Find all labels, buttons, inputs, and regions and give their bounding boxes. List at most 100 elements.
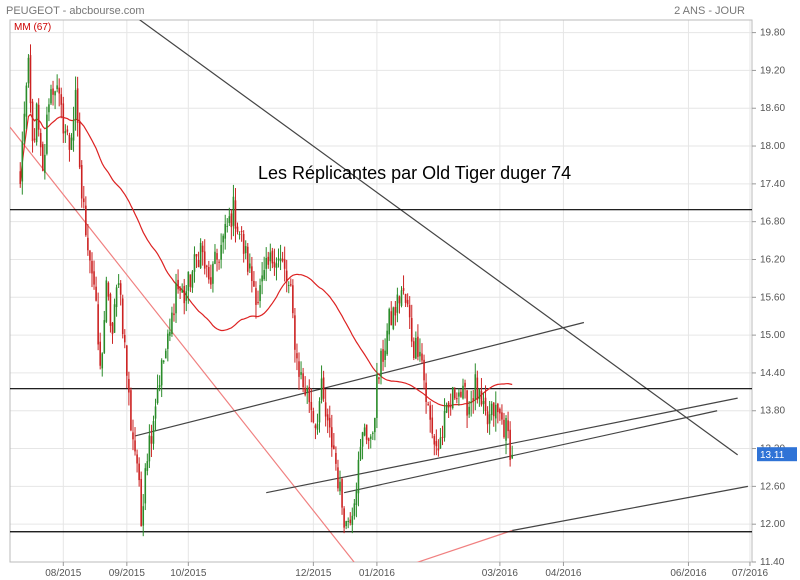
candle-body	[494, 404, 497, 419]
candle-body	[175, 283, 177, 314]
candle-body	[97, 304, 99, 345]
candle-body	[183, 286, 186, 304]
candle-body	[287, 285, 290, 287]
plot-border	[9, 19, 753, 563]
candle-body	[320, 378, 323, 401]
y-tick-label: 15.60	[760, 292, 785, 303]
candle-body	[353, 503, 356, 516]
candle-body	[54, 91, 56, 96]
candle-body	[394, 306, 397, 316]
candle-body	[58, 87, 60, 94]
candle-body	[119, 283, 122, 295]
candle-body	[37, 104, 40, 130]
candle-body	[242, 234, 245, 254]
candle-body	[290, 284, 292, 286]
candle-body	[44, 154, 46, 173]
candle-body	[218, 261, 220, 263]
moving-average-line	[19, 113, 513, 407]
candle-body	[216, 253, 218, 260]
candle-body	[501, 412, 503, 420]
candle-body	[259, 285, 261, 302]
candle-body	[31, 101, 34, 142]
candle-body	[302, 373, 304, 388]
candle-body	[91, 260, 93, 274]
candle-body	[171, 312, 173, 335]
candle-body	[95, 286, 97, 301]
y-tick-label: 19.20	[760, 65, 785, 76]
candle-body	[167, 333, 169, 349]
candle-body	[66, 129, 69, 132]
candle-body	[425, 382, 427, 402]
y-tick-label: 17.40	[760, 179, 785, 190]
candle-body	[279, 258, 282, 262]
candle-body	[372, 432, 374, 434]
x-tick-label: 01/2016	[359, 568, 396, 579]
chart-annotation: Les Réplicantes par Old Tiger duger 74	[258, 163, 571, 183]
candle-body	[82, 198, 85, 203]
candle-body	[193, 254, 196, 272]
candle-body	[400, 290, 403, 306]
candle-body	[109, 294, 112, 326]
candle-body	[238, 234, 241, 236]
candle-body	[410, 318, 413, 342]
candle-body	[374, 418, 376, 433]
last-price-tag: 13.11	[757, 447, 797, 462]
candle-body	[486, 411, 489, 425]
candle-body	[244, 246, 247, 254]
chart-source-title: PEUGEOT - abcbourse.com	[6, 5, 145, 17]
candle-body	[48, 104, 50, 113]
candle-body	[115, 287, 118, 308]
candle-body	[314, 425, 317, 429]
candle-body	[234, 200, 237, 229]
candle-body	[312, 411, 315, 423]
last-price-background	[757, 447, 797, 462]
candle-body	[236, 226, 239, 233]
candle-body	[74, 90, 77, 120]
candle-body	[326, 414, 329, 421]
candle-body	[134, 440, 136, 452]
candles	[19, 44, 513, 537]
candle-body	[419, 351, 421, 357]
candle-body	[492, 402, 495, 417]
candle-body	[50, 89, 52, 104]
candle-body	[484, 397, 487, 412]
candle-body	[249, 263, 251, 269]
candle-body	[152, 421, 155, 444]
x-tick-label: 10/2015	[170, 568, 207, 579]
candle-body	[335, 452, 337, 464]
y-tick-label: 12.60	[760, 481, 785, 492]
candle-body	[328, 417, 331, 428]
candle-body	[269, 252, 272, 262]
candle-body	[144, 468, 147, 504]
candle-body	[306, 388, 309, 392]
candle-body	[232, 196, 235, 226]
candle-body	[21, 141, 24, 182]
candle-body	[347, 521, 350, 523]
x-tick-label: 09/2015	[109, 568, 146, 579]
candle-body	[503, 419, 505, 438]
candle-body	[62, 103, 65, 134]
candle-body	[33, 138, 36, 140]
candle-body	[208, 267, 210, 280]
candle-body	[460, 391, 462, 397]
candle-body	[169, 331, 171, 336]
candle-body	[138, 463, 140, 481]
candle-body	[478, 389, 481, 399]
candle-body	[226, 225, 229, 227]
candle-body	[355, 490, 358, 505]
candle-body	[333, 445, 335, 450]
moving-average	[19, 113, 513, 407]
candle-body	[482, 401, 485, 405]
candle-body	[35, 103, 38, 143]
candle-body	[451, 387, 454, 408]
x-tick-label: 06/2016	[670, 568, 707, 579]
candle-body	[378, 377, 380, 380]
candle-body	[41, 144, 44, 171]
candle-body	[300, 372, 302, 375]
y-tick-label: 15.00	[760, 330, 785, 341]
candle-body	[158, 385, 161, 388]
candle-body	[142, 506, 145, 526]
candle-body	[402, 288, 405, 291]
candle-body	[203, 251, 206, 269]
y-tick-label: 16.80	[760, 217, 785, 228]
